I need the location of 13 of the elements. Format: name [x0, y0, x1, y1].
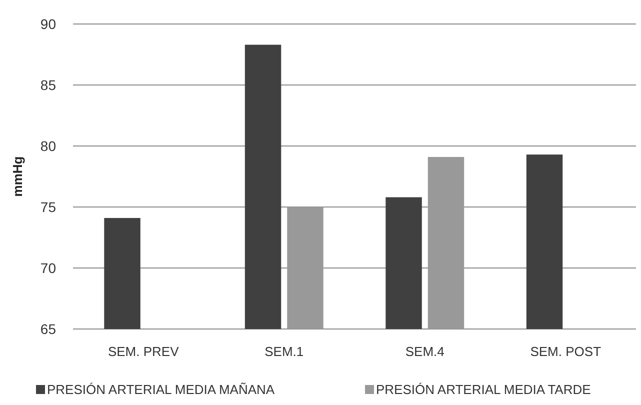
- y-axis-title: mmHg: [10, 156, 25, 197]
- y-tick-label: 70: [40, 260, 56, 276]
- x-tick-label: SEM.4: [405, 344, 444, 359]
- x-tick-label: SEM. PREV: [108, 344, 180, 359]
- legend-label: PRESIÓN ARTERIAL MEDIA MAÑANA: [47, 382, 275, 397]
- y-tick-label: 85: [40, 76, 56, 93]
- y-tick-label: 80: [40, 138, 56, 154]
- y-tick-label: 90: [40, 16, 56, 32]
- legend-label: PRESIÓN ARTERIAL MEDIA TARDE: [376, 382, 592, 397]
- y-tick-label: 65: [40, 320, 56, 337]
- y-tick-label: 75: [40, 198, 56, 215]
- x-tick-label: SEM.1: [264, 344, 304, 359]
- x-tick-label: SEM. POST: [530, 344, 602, 359]
